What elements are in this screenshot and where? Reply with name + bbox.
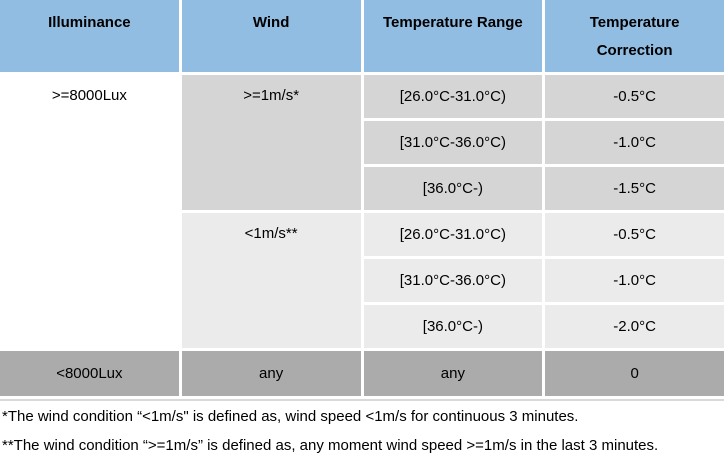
- cell-wind-any: any: [181, 351, 361, 396]
- illuminance-high-value: >=8000Lux: [51, 87, 127, 104]
- cell-correction-row2: -1.0°C: [545, 121, 724, 164]
- temperature-correction-table: Illuminance Wind Temperature Range Tempe…: [0, 0, 724, 396]
- illuminance-low-value: <8000Lux: [56, 365, 123, 382]
- cell-range-row4: [26.0°C-31.0°C): [363, 213, 543, 256]
- header-wind: Wind: [181, 0, 361, 72]
- cell-illuminance-low: <8000Lux: [0, 351, 179, 396]
- cell-range-row1: [26.0°C-31.0°C): [363, 75, 543, 118]
- cell-correction-row3: -1.5°C: [545, 167, 724, 210]
- table-bottom-border: [0, 399, 724, 401]
- correction-row4-value: -0.5°C: [613, 226, 656, 243]
- header-temperature-range-label: Temperature Range: [382, 14, 523, 31]
- cell-range-row6: [36.0°C-): [363, 305, 543, 348]
- wind-ge-1ms-value: >=1m/s*: [243, 87, 300, 104]
- header-temperature-range: Temperature Range: [363, 0, 543, 72]
- cell-correction-row1: -0.5°C: [545, 75, 724, 118]
- range-row1-value: [26.0°C-31.0°C): [399, 88, 506, 105]
- cell-correction-row4: -0.5°C: [545, 213, 724, 256]
- header-temperature-correction-label: Temperature Correction: [589, 14, 680, 59]
- footnotes: *The wind condition “<1m/s" is defined a…: [0, 401, 724, 456]
- correction-row1-value: -0.5°C: [613, 88, 656, 105]
- range-row2-value: [31.0°C-36.0°C): [399, 134, 506, 151]
- correction-row3-value: -1.5°C: [613, 180, 656, 197]
- range-row4-value: [26.0°C-31.0°C): [399, 226, 506, 243]
- cell-correction-zero: 0: [545, 351, 724, 396]
- range-row6-value: [36.0°C-): [422, 318, 483, 335]
- range-any-value: any: [440, 365, 465, 382]
- header-illuminance: Illuminance: [0, 0, 179, 72]
- cell-correction-row6: -2.0°C: [545, 305, 724, 348]
- footnote-wind-lt-1ms: *The wind condition “<1m/s" is defined a…: [2, 408, 579, 425]
- cell-illuminance-high: >=8000Lux: [0, 75, 179, 348]
- wind-lt-1ms-value: <1m/s**: [244, 225, 298, 242]
- cell-range-row2: [31.0°C-36.0°C): [363, 121, 543, 164]
- cell-wind-lt-1ms: <1m/s**: [181, 213, 361, 348]
- header-wind-label: Wind: [252, 14, 290, 31]
- header-temperature-correction: Temperature Correction: [545, 0, 724, 72]
- cell-range-row3: [36.0°C-): [363, 167, 543, 210]
- cell-range-any: any: [363, 351, 543, 396]
- correction-row2-value: -1.0°C: [613, 134, 656, 151]
- header-illuminance-label: Illuminance: [48, 14, 131, 31]
- range-row3-value: [36.0°C-): [422, 180, 483, 197]
- cell-wind-ge-1ms: >=1m/s*: [181, 75, 361, 210]
- range-row5-value: [31.0°C-36.0°C): [399, 272, 506, 289]
- correction-zero-value: 0: [630, 365, 639, 382]
- cell-range-row5: [31.0°C-36.0°C): [363, 259, 543, 302]
- cell-correction-row5: -1.0°C: [545, 259, 724, 302]
- wind-any-value: any: [259, 365, 284, 382]
- correction-row5-value: -1.0°C: [613, 272, 656, 289]
- footnote-wind-ge-1ms: **The wind condition “>=1m/s” is defined…: [2, 437, 659, 454]
- correction-row6-value: -2.0°C: [613, 318, 656, 335]
